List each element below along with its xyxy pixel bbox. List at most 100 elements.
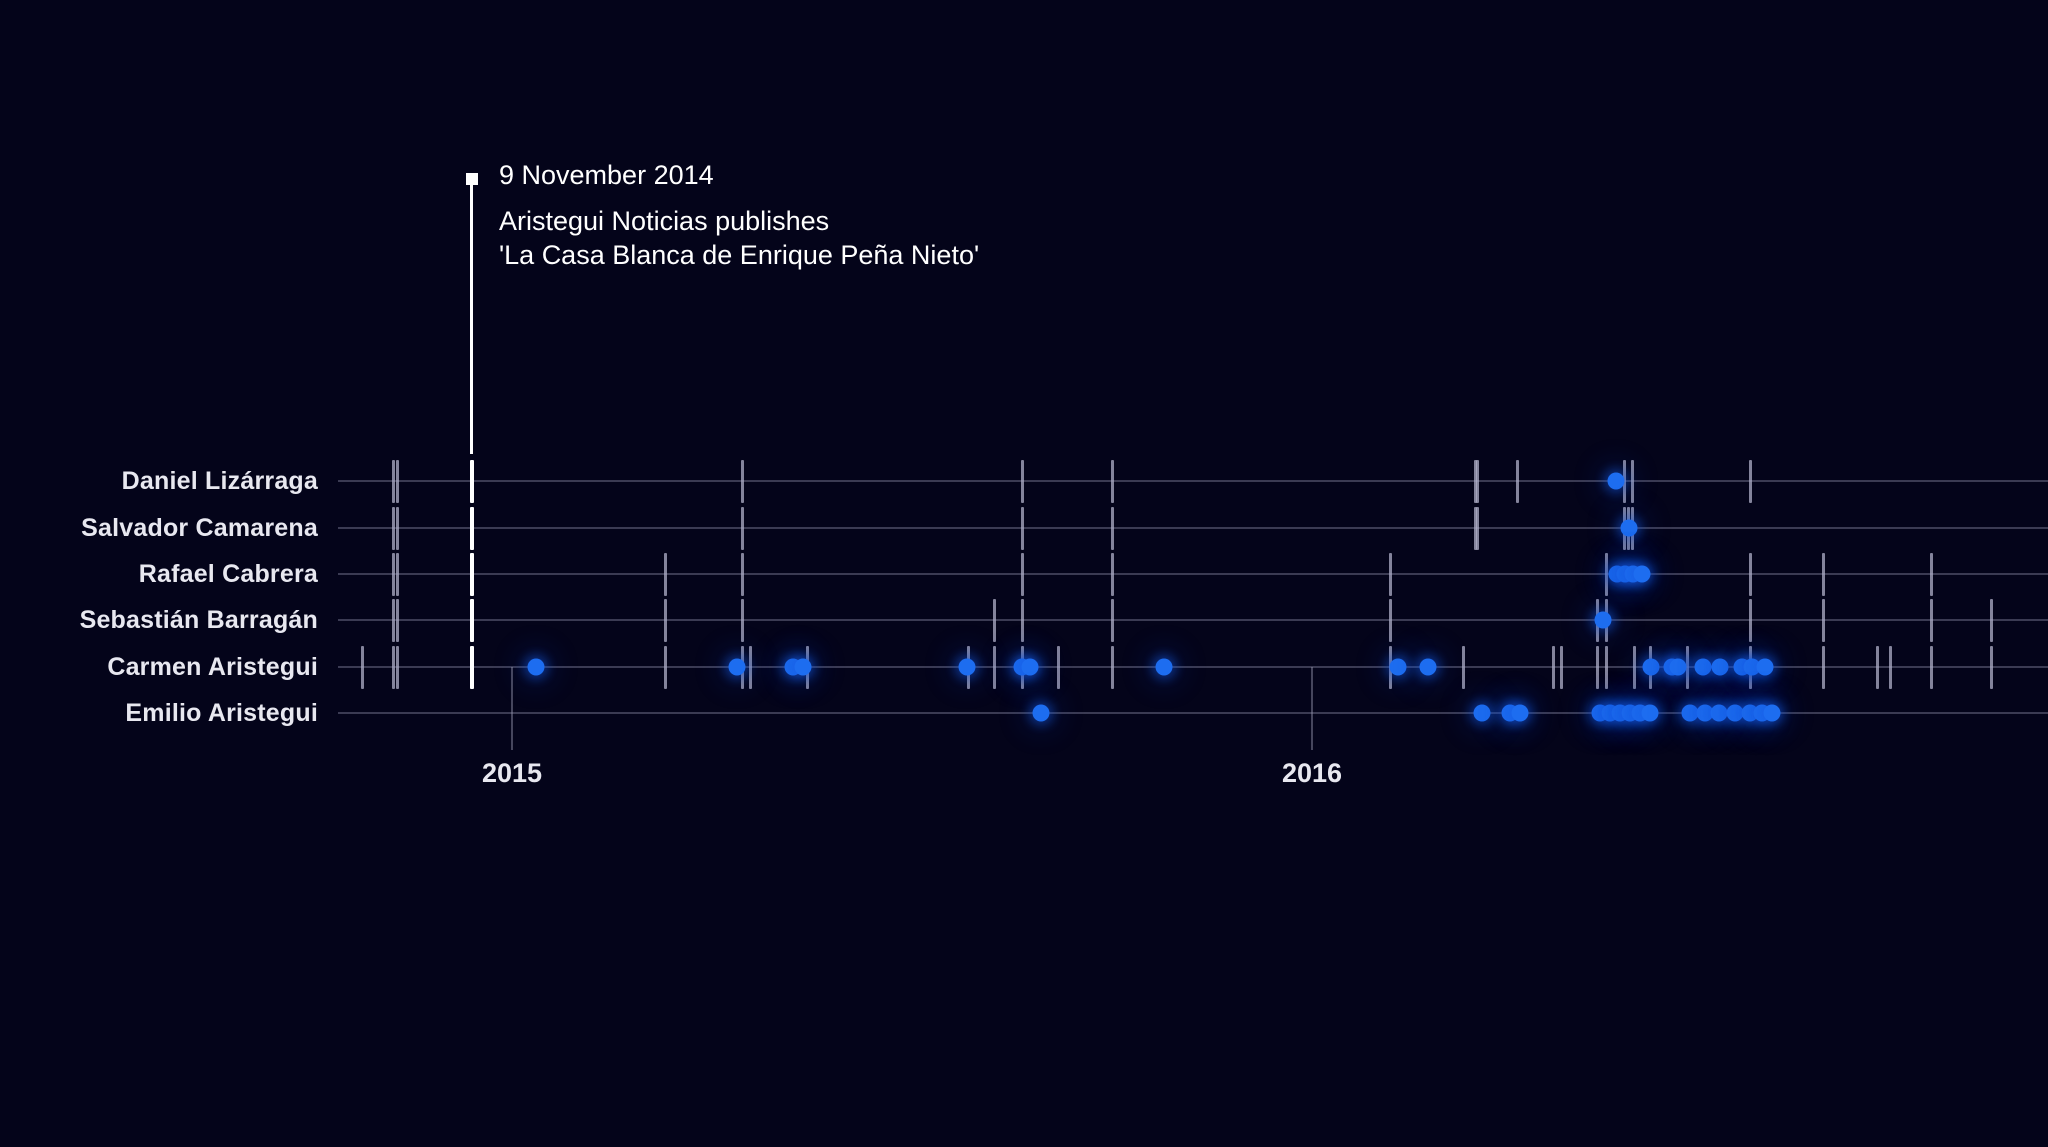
event-segment: [1056, 646, 1060, 689]
event-dot[interactable]: [1389, 658, 1407, 676]
event-segment: [663, 599, 667, 642]
event-segment: [1685, 646, 1689, 689]
highlight-event-segment: [470, 460, 474, 503]
event-segment: [1748, 460, 1752, 503]
event-dot[interactable]: [1763, 704, 1781, 722]
event-dot[interactable]: [1607, 472, 1625, 490]
event-segment: [395, 646, 399, 689]
annotation-marker-square: [466, 173, 478, 185]
annotation-line-1: Aristegui Noticias publishes: [499, 206, 830, 236]
event-segment: [663, 553, 667, 596]
event-segment: [663, 646, 667, 689]
event-dot[interactable]: [1594, 611, 1612, 629]
event-segment: [748, 646, 752, 689]
event-segment: [395, 599, 399, 642]
event-segment: [740, 460, 744, 503]
event-segment: [1475, 460, 1479, 503]
event-segment: [992, 599, 996, 642]
event-dot[interactable]: [527, 658, 545, 676]
event-dot[interactable]: [1155, 658, 1173, 676]
event-segment: [1630, 460, 1634, 503]
event-segment: [1110, 599, 1114, 642]
event-segment: [1110, 460, 1114, 503]
event-segment: [1020, 599, 1024, 642]
event-segment: [1748, 599, 1752, 642]
event-dot[interactable]: [1641, 704, 1659, 722]
event-segment: [1821, 553, 1825, 596]
event-dot[interactable]: [1419, 658, 1437, 676]
annotation-text: Aristegui Noticias publishes 'La Casa Bl…: [499, 204, 979, 272]
event-dot[interactable]: [1710, 704, 1728, 722]
event-segment: [1929, 646, 1933, 689]
event-dot[interactable]: [728, 658, 746, 676]
row-label: Carmen Aristegui: [107, 653, 318, 681]
event-segment: [740, 599, 744, 642]
event-segment: [1632, 646, 1636, 689]
event-segment: [391, 599, 395, 642]
event-segment: [992, 646, 996, 689]
annotation-date: 9 November 2014: [499, 160, 714, 190]
year-label: 2016: [1281, 758, 1343, 788]
event-segment: [1559, 646, 1563, 689]
event-dot[interactable]: [1681, 704, 1699, 722]
event-segment: [391, 460, 395, 503]
row-label: Salvador Camarena: [81, 514, 318, 542]
event-dot[interactable]: [1473, 704, 1491, 722]
event-segment: [1888, 646, 1892, 689]
event-dot[interactable]: [1711, 658, 1729, 676]
event-segment: [740, 507, 744, 550]
year-label: 2015: [481, 758, 543, 788]
event-segment: [1110, 553, 1114, 596]
event-segment: [1875, 646, 1879, 689]
row-guide-line: [338, 480, 2048, 482]
highlight-event-segment: [470, 599, 474, 642]
event-segment: [1461, 646, 1465, 689]
event-segment: [1110, 646, 1114, 689]
event-dot[interactable]: [1633, 565, 1651, 583]
event-segment: [1475, 507, 1479, 550]
row-guide-line: [338, 573, 2048, 575]
event-segment: [395, 460, 399, 503]
row-guide-line: [338, 666, 2048, 668]
event-segment: [391, 646, 395, 689]
event-dot[interactable]: [1642, 658, 1660, 676]
event-segment: [1388, 599, 1392, 642]
event-segment: [1595, 646, 1599, 689]
event-dot[interactable]: [1032, 704, 1050, 722]
event-segment: [1989, 599, 1993, 642]
event-dot[interactable]: [1669, 658, 1687, 676]
event-segment: [1110, 507, 1114, 550]
event-segment: [1821, 646, 1825, 689]
highlight-event-segment: [470, 507, 474, 550]
event-segment: [1551, 646, 1555, 689]
event-segment: [395, 507, 399, 550]
event-dot[interactable]: [1696, 704, 1714, 722]
event-dot[interactable]: [1620, 519, 1638, 537]
event-segment: [1515, 460, 1519, 503]
row-label: Rafael Cabrera: [138, 560, 318, 588]
event-dot[interactable]: [1726, 704, 1744, 722]
event-dot[interactable]: [1694, 658, 1712, 676]
row-guide-line: [338, 712, 2048, 714]
event-segment: [1821, 599, 1825, 642]
event-dot[interactable]: [794, 658, 812, 676]
year-tick-mark: [511, 667, 513, 750]
event-segment: [1473, 460, 1477, 503]
event-segment: [1748, 553, 1752, 596]
event-dot[interactable]: [1743, 658, 1761, 676]
event-dot[interactable]: [1021, 658, 1039, 676]
event-dot[interactable]: [958, 658, 976, 676]
highlight-event-segment: [470, 553, 474, 596]
event-segment: [1388, 553, 1392, 596]
event-segment: [1020, 507, 1024, 550]
event-dot[interactable]: [1756, 658, 1774, 676]
event-segment: [395, 553, 399, 596]
event-segment: [1020, 553, 1024, 596]
year-tick-mark: [1311, 667, 1313, 750]
event-dot[interactable]: [1511, 704, 1529, 722]
row-label: Emilio Aristegui: [125, 699, 318, 727]
row-label: Daniel Lizárraga: [121, 467, 318, 495]
event-segment: [1929, 599, 1933, 642]
event-segment: [360, 646, 364, 689]
